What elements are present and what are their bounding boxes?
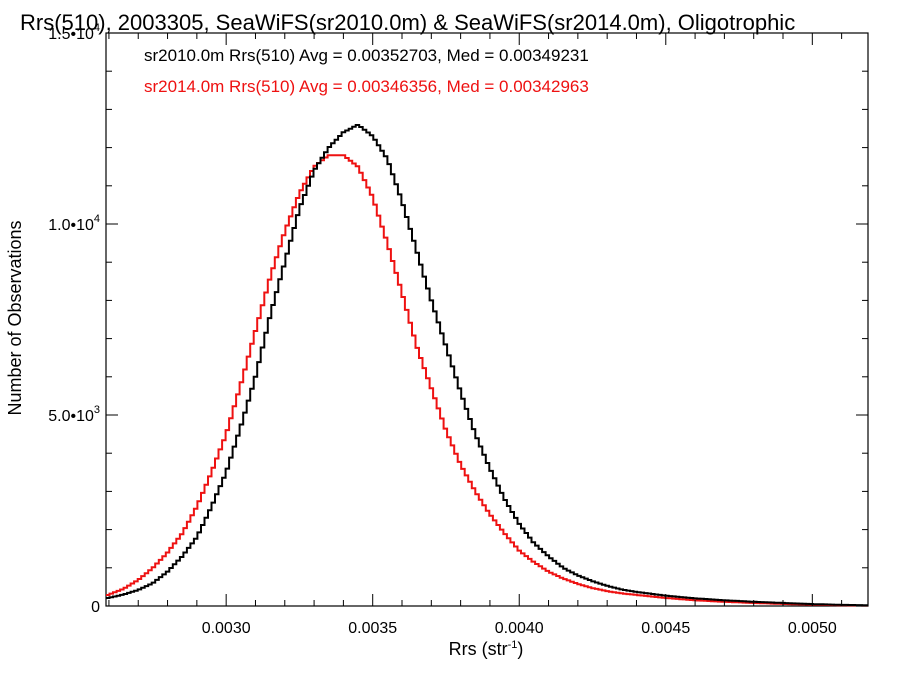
series-layer [106, 124, 868, 607]
series-line-sr2014 [106, 154, 868, 607]
legend-entry-sr2010: sr2010.0m Rrs(510) Avg = 0.00352703, Med… [144, 46, 589, 65]
x-tick-label: 0.0030 [202, 620, 251, 637]
y-axis-label: Number of Observations [5, 220, 25, 415]
x-tick-label: 0.0040 [495, 620, 544, 637]
y-tick-label: 1.5•104 [48, 22, 100, 43]
x-tick-label: 0.0045 [641, 620, 690, 637]
x-tick-label: 0.0035 [348, 620, 397, 637]
legend-entry-sr2014: sr2014.0m Rrs(510) Avg = 0.00346356, Med… [144, 77, 589, 96]
y-tick-label: 5.0•103 [48, 404, 100, 425]
plot-border [105, 32, 869, 607]
plot-frame [105, 32, 869, 607]
y-tick-label: 1.0•104 [48, 213, 100, 234]
chart-title: Rrs(510), 2003305, SeaWiFS(sr2010.0m) & … [20, 10, 795, 35]
y-tick-label: 0 [91, 599, 100, 616]
x-tick-label: 0.0050 [788, 620, 837, 637]
legend: sr2010.0m Rrs(510) Avg = 0.00352703, Med… [144, 46, 589, 96]
axis-ticks: 0.0030 0.0035 0.0040 0.0045 0.0050 0 5.0•103 1.… [48, 22, 868, 637]
x-axis-label: Rrs (str-1) [449, 639, 524, 659]
series-line-sr2010 [106, 124, 868, 607]
